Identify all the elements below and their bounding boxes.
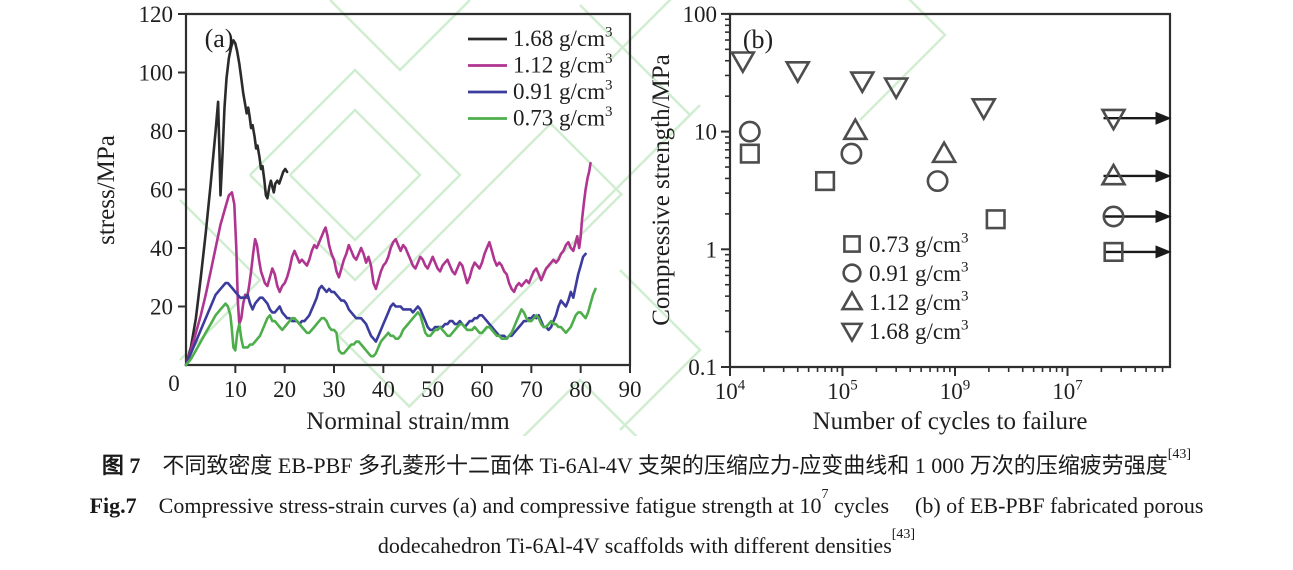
- marker-triangle-down: [840, 322, 864, 344]
- svg-text:107: 107: [1052, 377, 1083, 404]
- svg-text:1.68 g/cm3: 1.68 g/cm3: [869, 317, 969, 344]
- series-line-0.73: [184, 287, 597, 367]
- figure-caption: 图 7 不同致密度 EB-PBF 多孔菱形十二面体 Ti-6Al-4V 支架的压缩…: [0, 446, 1293, 566]
- panel-b-axes: 104 105 109 107 0.1 1 10 100: [683, 2, 1172, 404]
- svg-text:30: 30: [323, 377, 346, 402]
- svg-text:105: 105: [827, 377, 858, 404]
- panel-b-label: (b): [743, 25, 773, 54]
- runout-arrow-head: [1155, 245, 1172, 259]
- svg-text:90: 90: [619, 377, 642, 402]
- svg-text:104: 104: [715, 377, 746, 404]
- marker-square: [1103, 241, 1124, 263]
- panel-b-ylabel: Compressive strength/MPa: [648, 54, 675, 326]
- svg-text:20: 20: [150, 295, 173, 320]
- series-triangle-up: [842, 116, 1172, 186]
- marker-triangle-down: [970, 98, 997, 122]
- svg-text:109: 109: [940, 377, 971, 404]
- runout-arrow-head: [1155, 169, 1172, 183]
- caption-text-en-4: dodecahedron Ti-6Al-4V scaffolds with di…: [377, 533, 892, 558]
- svg-text:10: 10: [224, 377, 247, 402]
- svg-text:0.73 g/cm3: 0.73 g/cm3: [513, 104, 613, 131]
- svg-text:0: 0: [168, 371, 180, 396]
- marker-square: [739, 143, 760, 164]
- panel-a-xlabel: Norminal strain/mm: [306, 408, 510, 435]
- marker-triangle-down: [784, 61, 811, 85]
- marker-square: [843, 235, 861, 253]
- caption-line-english-1: Fig.7 Compressive stress-strain curves (a…: [0, 486, 1293, 526]
- svg-text:80: 80: [569, 377, 592, 402]
- svg-text:100: 100: [139, 61, 174, 86]
- svg-text:1.68 g/cm3: 1.68 g/cm3: [513, 24, 613, 51]
- marker-square: [814, 170, 836, 192]
- svg-text:120: 120: [139, 2, 174, 27]
- svg-text:10: 10: [694, 120, 717, 145]
- caption-line-chinese: 图 7 不同致密度 EB-PBF 多孔菱形十二面体 Ti-6Al-4V 支架的压缩…: [0, 446, 1293, 486]
- panel-a-axes: 0 10 20 30 40 50 60 70 80 90 20 40 60 80 100 120: [139, 2, 642, 402]
- panel-a-series: [184, 38, 597, 367]
- svg-text:0.91 g/cm3: 0.91 g/cm3: [513, 77, 613, 104]
- panel-a-label: (a): [205, 24, 234, 53]
- svg-text:60: 60: [150, 178, 173, 203]
- series-line-1.68: [184, 38, 289, 367]
- panel-b-series: [729, 51, 1172, 263]
- svg-text:0.1: 0.1: [688, 355, 717, 380]
- marker-circle: [1102, 205, 1125, 228]
- marker-triangle-down: [1100, 108, 1127, 132]
- svg-text:0.73 g/cm3: 0.73 g/cm3: [869, 230, 969, 257]
- marker-triangle-up: [840, 289, 864, 311]
- marker-triangle-down: [882, 77, 910, 101]
- svg-text:70: 70: [520, 377, 543, 402]
- svg-text:1.12 g/cm3: 1.12 g/cm3: [869, 288, 969, 315]
- svg-text:40: 40: [372, 377, 395, 402]
- caption-label-cn: 图 7: [101, 453, 141, 478]
- marker-triangle-up: [842, 116, 869, 141]
- figure-region: 0 10 20 30 40 50 60 70 80 90 20 40 60 80 100 120 1.68 g/…: [93, 0, 1172, 436]
- marker-triangle-up: [1100, 162, 1127, 186]
- svg-text:20: 20: [273, 377, 296, 402]
- runout-arrow-head: [1155, 209, 1172, 223]
- caption-text-en-2: cycles: [828, 493, 889, 518]
- svg-text:80: 80: [150, 119, 173, 144]
- series-square: [739, 143, 1172, 263]
- svg-text:1: 1: [706, 237, 718, 262]
- series-line-1.12: [184, 161, 592, 367]
- svg-text:50: 50: [421, 377, 444, 402]
- runout-arrow-head: [1155, 111, 1172, 125]
- marker-circle: [926, 170, 949, 193]
- series-circle: [738, 120, 1172, 228]
- series-line-0.91: [184, 252, 587, 367]
- exponent-7: 7: [821, 486, 829, 502]
- caption-label-en: Fig.7: [89, 493, 137, 518]
- svg-text:60: 60: [471, 377, 494, 402]
- panel-a-stress-strain-chart: 0 10 20 30 40 50 60 70 80 90 20 40 60 80 100 120 1.68 g/…: [93, 2, 642, 435]
- svg-text:40: 40: [150, 236, 173, 261]
- panel-b-xlabel: Number of cycles to failure: [813, 408, 1088, 435]
- caption-text-en-1: Compressive stress-strain curves (a) and…: [158, 493, 822, 518]
- citation-ref: [43]: [1167, 446, 1192, 462]
- caption-text-en-3: (b) of EB-PBF fabricated porous: [915, 493, 1204, 518]
- svg-text:1.12 g/cm3: 1.12 g/cm3: [513, 51, 613, 78]
- caption-line-english-2: dodecahedron Ti-6Al-4V scaffolds with di…: [0, 526, 1293, 566]
- citation-ref-2: [43]: [891, 526, 916, 542]
- panel-a-ylabel: stress/MPa: [93, 135, 120, 245]
- caption-text-cn: 不同致密度 EB-PBF 多孔菱形十二面体 Ti-6Al-4V 支架的压缩应力-…: [162, 453, 1168, 478]
- series-triangle-down: [729, 51, 1172, 132]
- marker-circle: [842, 263, 862, 283]
- marker-triangle-up: [930, 139, 958, 164]
- marker-circle: [840, 142, 863, 165]
- marker-triangle-down: [729, 51, 757, 75]
- svg-text:100: 100: [683, 2, 718, 27]
- svg-text:0.91 g/cm3: 0.91 g/cm3: [869, 259, 969, 286]
- marker-square: [985, 209, 1006, 230]
- marker-triangle-down: [849, 71, 876, 95]
- marker-circle: [738, 120, 761, 143]
